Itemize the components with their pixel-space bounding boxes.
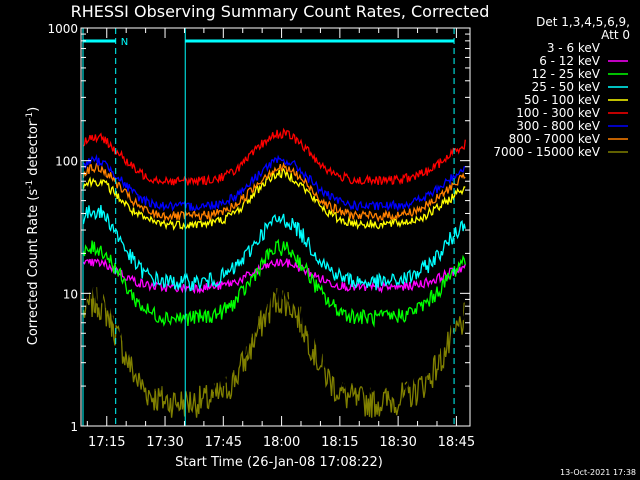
x-tick-label: 18:00 <box>263 435 300 450</box>
series-line <box>82 238 466 328</box>
legend-label: 100 - 300 keV <box>516 106 600 120</box>
series-line <box>83 153 466 213</box>
legend-label: 25 - 50 keV <box>532 80 601 94</box>
legend-label: 50 - 100 keV <box>524 93 601 107</box>
plot-frame <box>80 27 471 427</box>
series-line <box>82 274 466 395</box>
y-tick-label: 10 <box>63 287 78 301</box>
x-tick-label: 18:45 <box>438 435 475 450</box>
x-tick-label: 18:15 <box>321 435 358 450</box>
legend-label: 3 - 6 keV <box>547 41 601 55</box>
y-axis-label: Corrected Count Rate (s-1 detector-1) <box>25 107 41 345</box>
legend-label: 12 - 25 keV <box>532 67 601 81</box>
legend-label: 300 - 800 keV <box>516 119 600 133</box>
y-tick-label: 1000 <box>47 22 78 36</box>
y-tick-label: 1 <box>70 420 78 434</box>
series-line <box>82 258 466 295</box>
y-axis-ticks: 1 10 100 1000 <box>47 22 470 434</box>
x-tick-label: 17:45 <box>205 435 242 450</box>
series-line <box>82 287 466 418</box>
series-line <box>82 204 466 292</box>
night-label: N <box>121 37 128 48</box>
x-axis-label: Start Time (26-Jan-08 17:08:22) <box>175 455 383 470</box>
x-tick-label: 17:15 <box>88 435 125 450</box>
series-line <box>82 167 466 231</box>
x-tick-label: 17:30 <box>146 435 183 450</box>
x-tick-label: 18:30 <box>379 435 416 450</box>
chart-title: RHESSI Observing Summary Count Rates, Co… <box>71 2 490 21</box>
series-line <box>82 127 466 186</box>
footer-date: 13-Oct-2021 17:38 <box>560 468 636 477</box>
plot-area <box>82 127 466 418</box>
orbit-overlays: N <box>82 28 455 426</box>
legend-label: 800 - 7000 keV <box>509 132 601 146</box>
y-tick-label: 100 <box>55 155 78 169</box>
x-axis-ticks: 17:15 17:30 17:45 18:00 18:15 18:30 18:45 <box>86 28 475 450</box>
series-line <box>82 161 466 223</box>
legend-header-line1: Det 1,3,4,5,6,9, <box>536 15 630 29</box>
legend-label: 6 - 12 keV <box>539 54 601 68</box>
legend-header-line2: Att 0 <box>601 28 630 42</box>
legend-label: 7000 - 15000 keV <box>493 145 600 159</box>
